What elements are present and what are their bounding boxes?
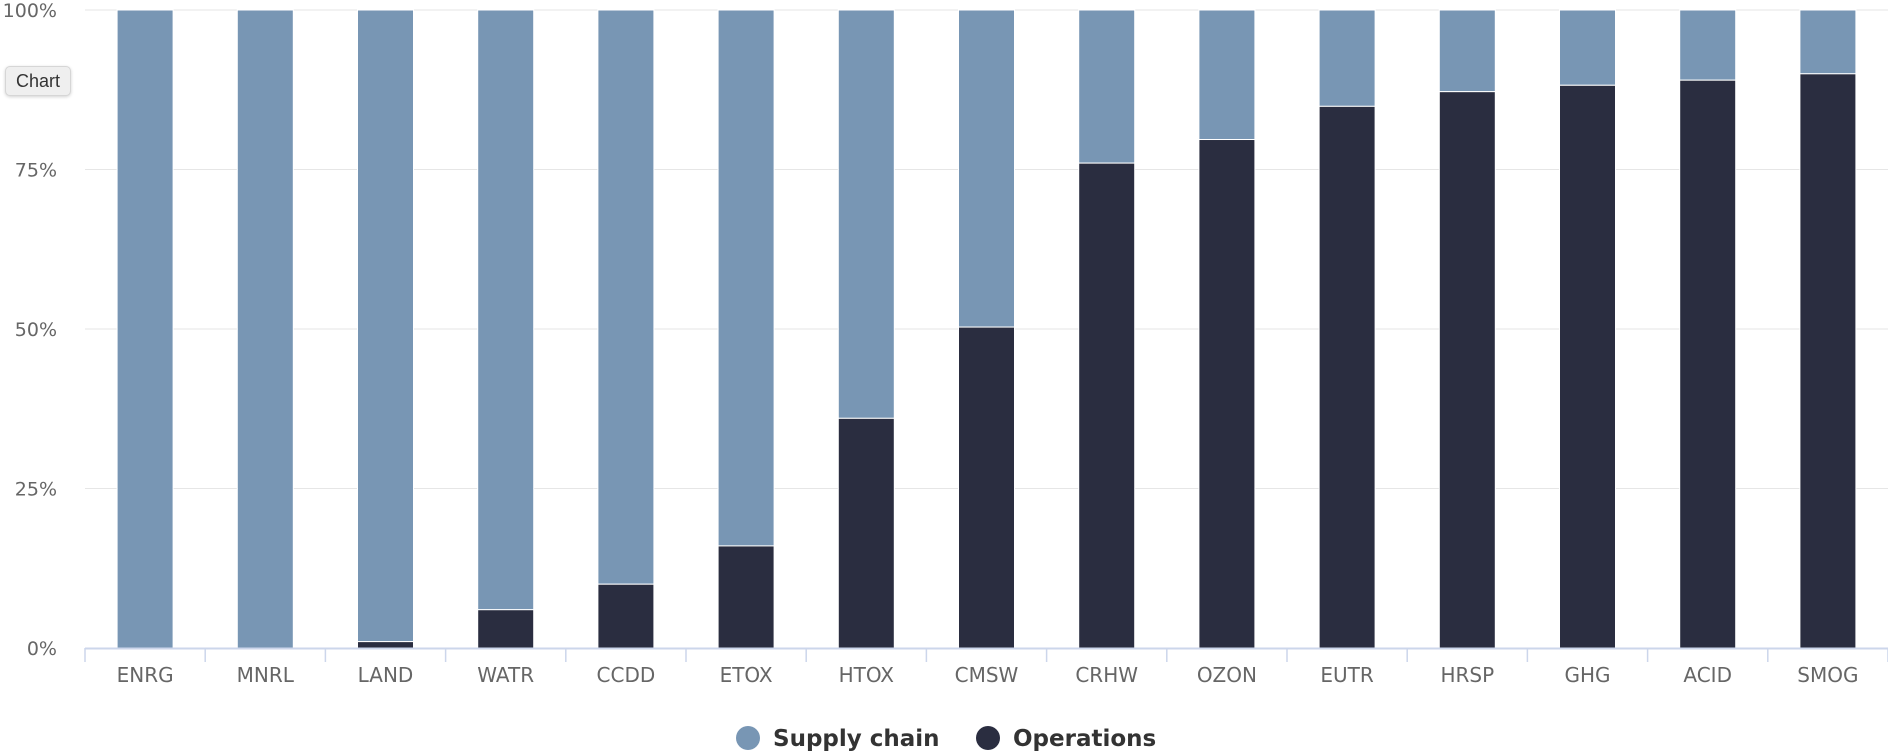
bars	[116, 9, 1857, 649]
x-tick-label: CMSW	[955, 663, 1019, 687]
bar-supply-chain-enrg[interactable]	[116, 9, 174, 649]
y-tick-label: 25%	[15, 479, 57, 501]
x-tick-label: ENRG	[117, 663, 174, 687]
x-tick-label: ETOX	[720, 663, 773, 687]
bar-operations-crhw[interactable]	[1078, 162, 1136, 649]
bar-operations-hrsp[interactable]	[1438, 91, 1496, 649]
x-tick-label: CCDD	[597, 663, 656, 687]
bar-operations-ghg[interactable]	[1559, 84, 1616, 649]
legend-label-supply-chain: Supply chain	[773, 726, 940, 752]
bar-supply-chain-htox[interactable]	[837, 9, 895, 419]
x-axis	[84, 647, 1888, 662]
legend-label-operations: Operations	[1013, 726, 1156, 752]
legend[interactable]: Supply chain Operations	[736, 726, 1156, 752]
bar-operations-watr[interactable]	[477, 609, 535, 649]
bar-supply-chain-ccdd[interactable]	[597, 9, 655, 585]
bar-operations-smog[interactable]	[1799, 73, 1857, 649]
x-tick-label: MNRL	[237, 663, 295, 687]
x-tick-label: WATR	[477, 663, 534, 687]
x-tick-label: OZON	[1197, 663, 1257, 687]
x-tick-label: EUTR	[1320, 663, 1373, 687]
bar-supply-chain-eutr[interactable]	[1318, 9, 1376, 107]
bar-operations-ccdd[interactable]	[597, 583, 655, 649]
x-tick-label: ACID	[1683, 663, 1732, 687]
bar-operations-acid[interactable]	[1679, 79, 1737, 649]
bar-supply-chain-cmsw[interactable]	[958, 9, 1015, 328]
bar-supply-chain-ozon[interactable]	[1198, 9, 1256, 141]
bar-supply-chain-mnrl[interactable]	[236, 9, 294, 649]
x-axis-labels: ENRG MNRL LAND WATR CCDD ETOX HTOX CMSW CRHW OZON…	[117, 663, 1859, 687]
y-tick-label: 100%	[3, 0, 57, 22]
legend-item-supply-chain[interactable]: Supply chain	[736, 726, 940, 752]
bar-operations-htox[interactable]	[837, 417, 895, 649]
bar-supply-chain-hrsp[interactable]	[1438, 9, 1496, 93]
x-tick-label: GHG	[1564, 663, 1610, 687]
legend-marker-supply-chain	[736, 726, 760, 750]
y-tick-label: 75%	[15, 160, 57, 182]
bar-operations-etox[interactable]	[717, 545, 775, 649]
bar-operations-land[interactable]	[357, 641, 414, 649]
x-tick-label: HTOX	[839, 663, 895, 687]
bar-supply-chain-ghg[interactable]	[1559, 9, 1616, 86]
bar-supply-chain-crhw[interactable]	[1078, 9, 1136, 164]
bar-supply-chain-smog[interactable]	[1799, 9, 1857, 75]
x-tick-label: HRSP	[1440, 663, 1494, 687]
x-tick-label: SMOG	[1797, 663, 1858, 687]
x-tick-label: CRHW	[1075, 663, 1138, 687]
bar-operations-ozon[interactable]	[1198, 139, 1256, 649]
bar-operations-cmsw[interactable]	[958, 326, 1015, 649]
y-axis-labels: 0% 25% 50% 75% 100%	[3, 0, 57, 660]
legend-item-operations[interactable]: Operations	[976, 726, 1156, 752]
bar-supply-chain-acid[interactable]	[1679, 9, 1737, 81]
chart-button[interactable]: Chart	[5, 66, 72, 96]
bar-operations-eutr[interactable]	[1318, 105, 1376, 649]
bar-supply-chain-watr[interactable]	[477, 9, 535, 611]
y-tick-label: 50%	[15, 319, 57, 341]
x-tick-label: LAND	[358, 663, 414, 687]
bar-supply-chain-land[interactable]	[357, 9, 414, 643]
bar-supply-chain-etox[interactable]	[717, 9, 775, 547]
y-tick-label: 0%	[27, 638, 57, 660]
legend-marker-operations	[976, 726, 1000, 750]
